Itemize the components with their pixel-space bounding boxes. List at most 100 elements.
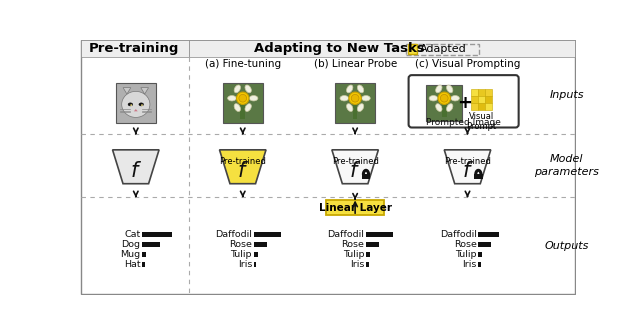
Ellipse shape [250,96,258,101]
Text: Daffodil: Daffodil [328,230,364,239]
Bar [474,174,483,179]
Polygon shape [332,150,378,184]
Polygon shape [113,150,159,184]
Bar [353,103,358,119]
Ellipse shape [362,96,370,101]
Bar [478,96,485,103]
Text: Pre-trained: Pre-trained [220,157,266,166]
Text: Pre-trained: Pre-trained [332,157,379,166]
Circle shape [349,92,362,104]
Bar [362,174,370,179]
Polygon shape [123,88,131,94]
Text: Daffodil: Daffodil [440,230,477,239]
Text: Hat: Hat [124,260,140,269]
Text: Prompted Image: Prompted Image [426,118,501,127]
Bar [142,262,145,267]
Bar [478,262,481,267]
Text: $f$: $f$ [237,161,249,181]
Bar [478,103,485,110]
Bar [116,83,156,123]
Bar [485,103,492,110]
Bar [241,103,245,119]
Ellipse shape [245,85,252,93]
Polygon shape [444,150,491,184]
Ellipse shape [234,104,241,112]
Bar [478,242,492,247]
Text: Daffodil: Daffodil [215,230,252,239]
Ellipse shape [346,104,353,112]
Bar [472,96,478,103]
Ellipse shape [346,85,353,93]
Ellipse shape [122,91,150,118]
Bar [478,89,485,96]
Bar [478,252,483,257]
Ellipse shape [141,104,143,106]
Text: Rose: Rose [342,240,364,249]
Ellipse shape [436,85,442,93]
Text: Rose: Rose [229,240,252,249]
Text: Adapted: Adapted [419,44,466,54]
FancyBboxPatch shape [326,200,384,215]
Text: Mug: Mug [120,250,140,259]
Bar [472,89,478,96]
Bar [253,232,281,237]
Bar [366,232,393,237]
Polygon shape [220,150,266,184]
Ellipse shape [245,104,252,112]
Text: (b) Linear Probe: (b) Linear Probe [314,59,397,69]
Text: Tulip: Tulip [343,250,364,259]
Text: Rose: Rose [454,240,477,249]
Bar [253,262,257,267]
Polygon shape [141,88,148,94]
Circle shape [438,92,451,104]
Text: Iris: Iris [463,260,477,269]
Text: Visual
Prompt: Visual Prompt [467,112,497,131]
Ellipse shape [340,96,349,101]
Bar [442,103,447,117]
Ellipse shape [429,96,438,101]
Ellipse shape [436,104,442,112]
Text: $f$: $f$ [349,161,361,181]
Circle shape [239,94,246,102]
Text: (a) Fine-tuning: (a) Fine-tuning [205,59,281,69]
Ellipse shape [228,96,236,101]
Text: Inputs: Inputs [550,90,584,100]
Bar [366,242,379,247]
Ellipse shape [357,85,364,93]
Bar [485,96,492,103]
Text: Iris: Iris [350,260,364,269]
Text: Pre-training: Pre-training [89,42,179,55]
Ellipse shape [139,103,143,106]
Polygon shape [134,109,138,111]
Text: Model
parameters: Model parameters [534,154,599,177]
Ellipse shape [447,104,453,112]
Bar [142,242,160,247]
Bar [426,85,462,120]
Bar [189,40,575,57]
Ellipse shape [451,96,460,101]
Ellipse shape [131,104,132,106]
Bar [142,252,147,257]
Text: Tulip: Tulip [455,250,477,259]
Bar [253,252,258,257]
Bar [253,242,266,247]
Bar [366,262,369,267]
Text: Tulip: Tulip [230,250,252,259]
Text: Pre-trained: Pre-trained [444,157,491,166]
Ellipse shape [128,103,132,106]
Ellipse shape [447,85,453,93]
Ellipse shape [234,85,241,93]
Bar [472,103,478,110]
Text: Iris: Iris [237,260,252,269]
Text: Cat: Cat [124,230,140,239]
Bar [485,89,492,96]
Text: $f$: $f$ [461,161,474,181]
Bar [366,252,370,257]
Text: +: + [457,94,472,112]
Bar [408,44,417,54]
Bar [142,232,172,237]
Text: Outputs: Outputs [545,241,589,251]
Text: (c) Visual Prompting: (c) Visual Prompting [415,59,520,69]
Circle shape [237,92,249,104]
Bar [223,83,263,123]
